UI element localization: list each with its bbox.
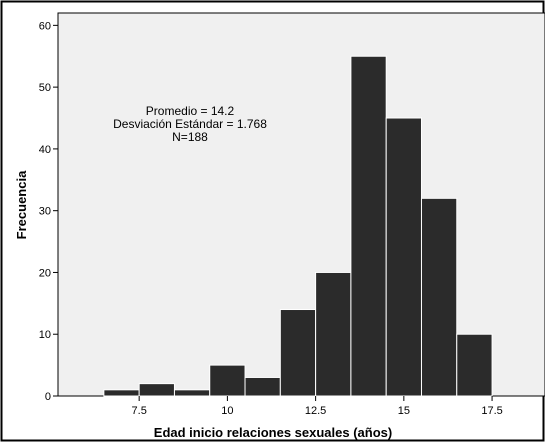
histogram-bar [173, 389, 211, 397]
x-tick-label: 12.5 [305, 405, 326, 417]
x-tick-label: 17.5 [481, 405, 502, 417]
stats-sd: Desviación Estándar = 1.768 [113, 117, 267, 131]
x-axis: 7.5 10 12.5 15 17.5 [132, 396, 503, 417]
stats-annotation: Promedio = 14.2 Desviación Estándar = 1.… [113, 104, 267, 144]
histogram-bar [209, 364, 246, 397]
stats-mean: Promedio = 14.2 [146, 104, 235, 118]
histogram-bar [138, 383, 175, 397]
y-tick-label: 0 [45, 391, 51, 403]
histogram-bar [456, 333, 493, 397]
y-tick-label: 10 [39, 329, 51, 341]
histogram-bar [279, 309, 317, 397]
y-tick-label: 60 [39, 20, 51, 32]
stats-n: N=188 [172, 130, 208, 144]
histogram-bar [244, 376, 281, 397]
bars-group [103, 55, 493, 397]
y-axis-label: Frecuencia [14, 170, 29, 239]
histogram-bar [103, 389, 140, 397]
x-tick-label: 7.5 [132, 405, 147, 417]
histogram-bar [420, 197, 458, 397]
x-axis-label: Edad inicio relaciones sexuales (años) [154, 425, 392, 440]
x-tick-label: 10 [221, 405, 233, 417]
histogram-bar [350, 55, 387, 397]
histogram-bar [315, 271, 352, 397]
y-axis: 0 10 20 30 40 50 60 [39, 20, 58, 403]
y-tick-label: 40 [39, 144, 51, 156]
y-tick-label: 50 [39, 82, 51, 94]
histogram-bar [385, 117, 422, 397]
x-tick-label: 15 [398, 405, 410, 417]
y-tick-label: 30 [39, 206, 51, 218]
y-tick-label: 20 [39, 267, 51, 279]
